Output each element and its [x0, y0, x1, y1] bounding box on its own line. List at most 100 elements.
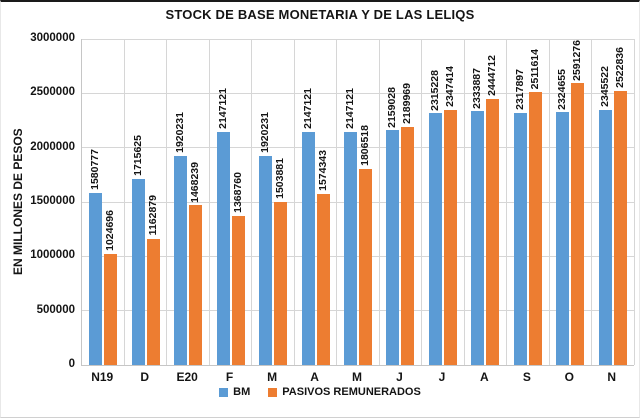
- category-group: 2324655 2591276: [549, 39, 591, 365]
- gridline-vertical: [421, 39, 423, 365]
- gridline-horizontal: [82, 92, 634, 94]
- bar-value-label: 1920231: [259, 112, 272, 154]
- bar-value-label: 2591276: [571, 39, 584, 81]
- legend-item-pasivos-remunerados: PASIVOS REMUNERADOS: [268, 386, 421, 398]
- bar-bm: [216, 131, 230, 365]
- bar-pasivos-remunerados: [189, 205, 203, 365]
- bar-value-label: 1574343: [316, 150, 329, 191]
- gridline-vertical: [591, 39, 593, 365]
- legend-swatch-pasivos-remunerados: [268, 387, 278, 397]
- bar-pasivos-remunerados: [274, 201, 288, 365]
- bar-value-label: 1580777: [89, 149, 102, 191]
- bar-value-label: 2147121: [301, 87, 314, 129]
- bar-value-label: 1162879: [146, 195, 159, 236]
- bar-bm: [513, 113, 527, 365]
- gridline-horizontal: [82, 147, 634, 149]
- plot-area: 1580777 1024696 1715625 1162879 1920231 14682…: [81, 38, 635, 366]
- bar-bm: [174, 156, 188, 365]
- bar-bm: [598, 110, 612, 365]
- category-group: 1580777 1024696: [82, 39, 124, 365]
- bar-value-label: 1920231: [174, 112, 187, 154]
- bar-pasivos-remunerados: [528, 92, 542, 365]
- bar-bm: [556, 112, 570, 365]
- gridline-vertical: [293, 39, 295, 365]
- category-group: 2147121 1574343: [294, 39, 336, 365]
- category-group: 1715625 1162879: [124, 39, 166, 365]
- gridline-vertical: [378, 39, 380, 365]
- gridline-horizontal: [82, 310, 634, 312]
- bar-bm: [259, 156, 273, 365]
- x-axis-tick-label: N19: [91, 370, 114, 384]
- bar-value-label: 2317897: [513, 69, 526, 111]
- bar-value-label: 2511614: [528, 48, 541, 90]
- bar-value-label: 2345522: [598, 66, 611, 108]
- category-group: 2147121 1368760: [209, 39, 251, 365]
- category-group: 2345522 2522836: [592, 39, 634, 365]
- y-axis-tick-label: 1500000: [30, 195, 75, 207]
- x-axis-tick-label: A: [480, 370, 489, 384]
- y-axis-tick-label: 3000000: [30, 32, 75, 44]
- category-group: 2315228 2347414: [422, 39, 464, 365]
- category-group: 1920231 1468239: [167, 39, 209, 365]
- gridline-vertical: [463, 39, 465, 365]
- bar-value-label: 2147121: [216, 87, 229, 129]
- y-axis-tick-label: 2500000: [30, 86, 75, 99]
- bar-pasivos-remunerados: [316, 193, 330, 365]
- bar-value-label: 1024696: [104, 209, 117, 251]
- gridline-vertical: [336, 39, 338, 365]
- gridline-horizontal: [82, 201, 634, 203]
- bar-value-label: 2522836: [613, 46, 626, 88]
- category-group: 2159028 2189969: [379, 39, 421, 365]
- bar-bm: [471, 111, 485, 365]
- bar-value-label: 2189969: [401, 83, 414, 125]
- gridline-vertical: [633, 39, 635, 365]
- bar-bm: [428, 113, 442, 365]
- x-axis-tick-label: F: [225, 370, 234, 384]
- gridline-vertical: [166, 39, 168, 365]
- legend-label-pasivos-remunerados: PASIVOS REMUNERADOS: [282, 386, 421, 398]
- y-axis-tick-label: 1000000: [30, 249, 75, 262]
- category-group: 2333887 2444712: [464, 39, 506, 365]
- bar-pasivos-remunerados: [571, 83, 585, 365]
- x-axis-tick-label: M: [351, 370, 362, 384]
- bar-value-label: 2147121: [343, 87, 356, 129]
- bar-pasivos-remunerados: [358, 168, 372, 365]
- x-axis-tick-label: J: [438, 370, 446, 384]
- legend-label-bm: BM: [233, 386, 251, 398]
- bar-value-label: 2324655: [556, 68, 569, 110]
- category-group: 1920231 1503881: [252, 39, 294, 365]
- bar-value-label: 1715625: [131, 134, 144, 176]
- bar-pasivos-remunerados: [401, 127, 415, 365]
- bar-pasivos-remunerados: [231, 216, 245, 365]
- bar-value-label: 2333887: [471, 67, 484, 109]
- gridline-vertical: [123, 39, 125, 365]
- category-group: 2147121 1806518: [337, 39, 379, 365]
- legend-item-bm: BM: [219, 386, 250, 398]
- chart-title: STOCK DE BASE MONETARIA Y DE LAS LELIQS: [165, 7, 475, 22]
- bar-bm: [343, 131, 357, 365]
- bar-value-label: 2347414: [443, 66, 456, 107]
- bar-value-label: 2444712: [486, 55, 499, 97]
- x-axis-tick-label: M: [267, 370, 278, 384]
- bar-value-label: 1503881: [274, 157, 287, 199]
- x-axis-tick-label: D: [140, 370, 150, 384]
- x-axis-tick-label: S: [522, 370, 531, 384]
- gridline-vertical: [208, 39, 210, 365]
- bar-bm: [131, 178, 145, 365]
- bar-value-label: 1806518: [358, 124, 371, 166]
- y-axis-tick-label: 500000: [36, 303, 75, 316]
- bar-bm: [301, 131, 315, 365]
- bar-value-label: 1368760: [231, 172, 244, 214]
- x-axis-tick-label: J: [396, 370, 403, 384]
- x-axis-tick-label: E20: [176, 370, 198, 384]
- x-axis-tick-label: O: [564, 370, 574, 384]
- bar-pasivos-remunerados: [146, 238, 160, 365]
- category-group: 2317897 2511614: [507, 39, 549, 365]
- y-axis-tick-label: 0: [68, 358, 75, 370]
- bar-pasivos-remunerados: [613, 90, 627, 365]
- legend-swatch-bm: [219, 387, 229, 397]
- gridline-vertical: [548, 39, 550, 365]
- bar-value-label: 2315228: [428, 69, 441, 111]
- x-axis-tick-label: N: [607, 370, 617, 384]
